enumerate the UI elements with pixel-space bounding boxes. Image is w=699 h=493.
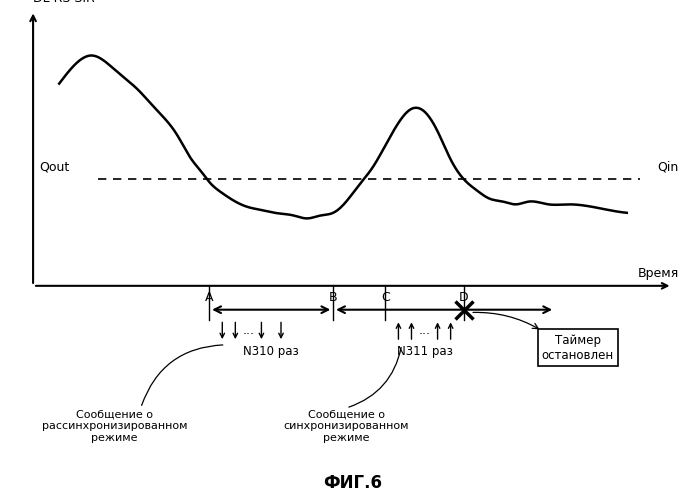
Text: B: B	[329, 291, 338, 305]
Text: ...: ...	[243, 324, 254, 337]
Text: Таймер
остановлен: Таймер остановлен	[542, 334, 614, 362]
Text: DL RS SIR: DL RS SIR	[33, 0, 95, 5]
Text: Время: Время	[637, 267, 679, 280]
Text: Qin: Qin	[658, 160, 679, 174]
Text: N310 раз: N310 раз	[243, 345, 299, 358]
Text: Сообщение о
рассинхронизированном
режиме: Сообщение о рассинхронизированном режиме	[42, 409, 187, 443]
Text: ФИГ.6: ФИГ.6	[323, 474, 382, 492]
Text: Qout: Qout	[40, 160, 70, 174]
Text: A: A	[205, 291, 213, 305]
Text: D: D	[459, 291, 468, 305]
Text: ...: ...	[419, 324, 431, 337]
Text: C: C	[381, 291, 390, 305]
Text: Сообщение о
синхронизированном
режиме: Сообщение о синхронизированном режиме	[284, 409, 409, 443]
Text: N311 раз: N311 раз	[396, 345, 452, 358]
